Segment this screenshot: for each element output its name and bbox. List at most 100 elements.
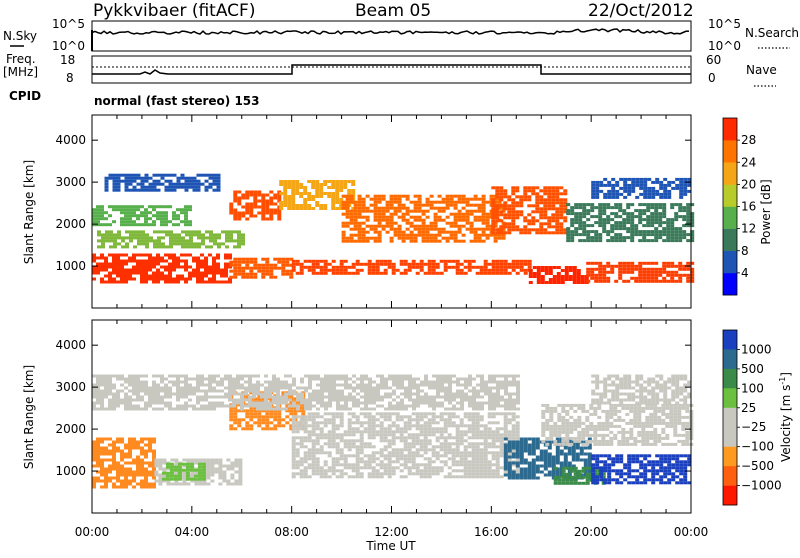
velocity-marks — [92, 375, 693, 489]
power-band-12 — [566, 203, 694, 242]
velocity-colorbar-swatch — [723, 486, 737, 506]
velocity-cbar-unit: [m s — [779, 385, 793, 411]
velocity-colorbar-swatch — [723, 388, 737, 408]
nsky-tick-top: 10^5 — [52, 17, 85, 31]
velocity-colorbar-tick-label: 1000 — [741, 342, 772, 356]
velocity-colorbar-swatch — [723, 466, 737, 486]
power-ytick-label: 4000 — [55, 133, 86, 147]
power-colorbar-swatch — [723, 184, 737, 206]
velocity-colorbar-tick-label: −1000 — [741, 479, 782, 493]
nsearch-tick-top: 10^5 — [708, 17, 741, 31]
nave-tick-top: 60 — [706, 53, 721, 67]
power-band-13 — [591, 178, 691, 199]
nsearch-tick-bottom: 10^0 — [708, 39, 741, 53]
cpid-label: CPID — [9, 89, 41, 103]
velocity-ytick-label: 1000 — [55, 464, 86, 478]
power-colorbar-tick-label: 8 — [741, 244, 749, 258]
nsky-tick-bottom: 10^0 — [52, 39, 85, 53]
power-ytick-label: 3000 — [55, 175, 86, 189]
velocity-colorbar-tick-label: 25 — [741, 401, 756, 415]
velocity-ylabel: Slant Range [km] — [22, 365, 36, 469]
time-tick-label: 20:00 — [574, 525, 609, 539]
power-colorbar-tick-label: 16 — [741, 200, 756, 214]
freq-tick-top: 18 — [60, 53, 75, 67]
power-band-5 — [97, 230, 245, 248]
velocity-colorbar-tick-label: 500 — [741, 362, 764, 376]
velocity-colorbar-swatch — [723, 427, 737, 447]
velocity-cbar-label: Velocity [m s-1] — [778, 372, 793, 462]
velocity-cbar-exp: -1 — [778, 377, 787, 385]
power-colorbar-swatch — [723, 162, 737, 184]
power-colorbar-tick-label: 24 — [741, 155, 756, 169]
power-colorbar-swatch — [723, 207, 737, 229]
velocity-colorbar-swatch — [723, 349, 737, 369]
velocity-cbar-close: ] — [779, 372, 793, 377]
power-band-2 — [292, 260, 532, 275]
power-marks — [92, 174, 694, 284]
power-colorbar-swatch — [723, 118, 737, 140]
power-colorbar-tick-label: 12 — [741, 222, 756, 236]
freq-tick-bottom: 8 — [66, 71, 74, 85]
velocity-band-9 — [541, 404, 693, 446]
power-band-4 — [586, 262, 694, 283]
velocity-colorbar-swatch — [723, 447, 737, 467]
nsky-label: N.Sky — [3, 29, 37, 43]
power-colorbar-swatch — [723, 251, 737, 273]
freq-panel: Freq. [MHz] 18 8 60 0 Nave — [3, 52, 777, 86]
power-band-7 — [105, 174, 221, 192]
power-colorbar: 4 8 12 16 20 24 28 — [723, 118, 756, 295]
freq-label-line2: [MHz] — [3, 65, 38, 79]
velocity-colorbar-swatch — [723, 408, 737, 428]
velocity-colorbar-swatch — [723, 330, 737, 350]
power-colorbar-swatch — [723, 273, 737, 295]
date-label: 22/Oct/2012 — [588, 1, 694, 21]
nave-label: Nave — [746, 63, 777, 77]
power-colorbar-tick-label: 28 — [741, 133, 756, 147]
power-panel: 1000 2000 3000 4000 Slant Range [km] 4 8 12 16… — [22, 115, 773, 308]
plot-title: Pykkvibaer (fitACF) — [93, 1, 255, 21]
velocity-ytick-label: 4000 — [55, 338, 86, 352]
power-band-10 — [342, 195, 506, 243]
power-ytick-label: 1000 — [55, 259, 86, 273]
power-band-8 — [229, 191, 281, 221]
velocity-colorbar-swatch — [723, 369, 737, 389]
time-tick-label: 00:00 — [674, 525, 709, 539]
power-colorbar-tick-label: 4 — [741, 266, 749, 280]
velocity-band-4 — [92, 375, 520, 411]
power-colorbar-tick-label: 20 — [741, 177, 756, 191]
freq-label-line1: Freq. — [6, 52, 36, 66]
power-cbar-label: Power [dB] — [759, 179, 773, 244]
velocity-ytick-label: 3000 — [55, 380, 86, 394]
velocity-colorbar-tick-label: −500 — [741, 459, 774, 473]
velocity-band-5 — [292, 412, 520, 478]
time-tick-label: 04:00 — [175, 525, 210, 539]
power-yticks: 1000 2000 3000 4000 — [55, 133, 691, 273]
power-ytick-label: 2000 — [55, 217, 86, 231]
freq-trace — [92, 65, 691, 74]
nave-tick-bottom: 0 — [708, 71, 716, 85]
time-tick-label: 00:00 — [75, 525, 110, 539]
power-band-3 — [529, 266, 589, 284]
power-band-11 — [491, 186, 567, 234]
time-tick-label: 16:00 — [474, 525, 509, 539]
velocity-cbar-main: Velocity — [779, 415, 793, 462]
power-colorbar-swatch — [723, 140, 737, 162]
time-axis-title: Time UT — [365, 539, 416, 553]
velocity-colorbar-tick-label: −100 — [741, 440, 774, 454]
velocity-colorbar-tick-label: 100 — [741, 381, 764, 395]
velocity-ytick-label: 2000 — [55, 422, 86, 436]
power-ylabel: Slant Range [km] — [22, 160, 36, 264]
beam-label: Beam 05 — [355, 1, 431, 21]
nsky-panel: N.Sky 10^5 10^0 10^5 10^0 N.Search — [3, 17, 799, 53]
velocity-band-0 — [92, 438, 156, 489]
nsky-trace — [92, 29, 689, 34]
power-band-0 — [92, 254, 232, 284]
power-band-6 — [92, 205, 192, 226]
time-tick-label: 08:00 — [274, 525, 309, 539]
velocity-band-8 — [591, 454, 691, 484]
velocity-band-10 — [591, 375, 691, 405]
